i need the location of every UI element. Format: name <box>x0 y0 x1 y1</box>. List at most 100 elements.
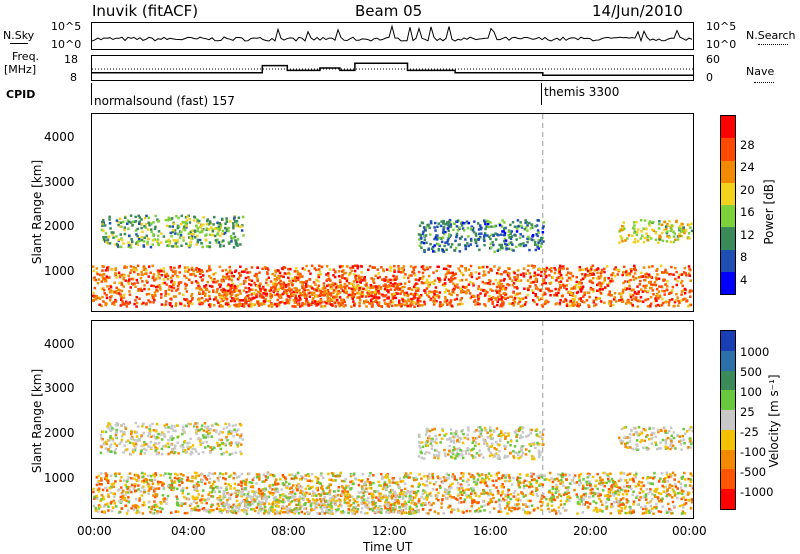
power-echo-pixel <box>482 270 486 273</box>
velocity-echo-pixel <box>634 476 638 479</box>
velocity-echo-pixel <box>424 491 427 494</box>
velocity-echo-pixel <box>527 505 530 508</box>
velocity-echo-pixel <box>393 504 397 507</box>
velocity-echo-pixel <box>207 493 210 496</box>
power-echo-pixel <box>690 222 693 225</box>
power-echo-pixel <box>221 269 224 272</box>
power-echo-pixel <box>337 301 340 305</box>
velocity-echo-pixel <box>343 479 346 483</box>
velocity-echo-pixel <box>347 501 351 505</box>
power-echo-pixel <box>443 291 447 294</box>
power-echo-pixel <box>174 269 177 273</box>
velocity-echo-pixel <box>497 477 500 480</box>
velocity-echo-pixel <box>641 512 645 515</box>
power-echo-pixel <box>291 279 295 282</box>
power-echo-pixel <box>462 273 465 277</box>
power-echo-pixel <box>273 289 276 292</box>
velocity-echo-pixel <box>609 488 613 492</box>
power-echo-pixel <box>555 293 558 297</box>
power-echo-pixel <box>398 299 401 302</box>
velocity-echo-pixel <box>684 484 687 487</box>
velocity-echo-pixel <box>133 477 136 480</box>
power-echo-pixel <box>372 286 375 289</box>
power-echo-pixel <box>109 289 113 292</box>
velocity-echo-pixel <box>284 478 287 481</box>
power-echo-pixel <box>429 220 433 223</box>
power-echo-pixel <box>179 281 183 284</box>
power-echo-pixel <box>174 245 178 248</box>
velocity-echo-pixel <box>320 472 323 475</box>
power-echo-pixel <box>438 236 441 240</box>
velocity-echo-pixel <box>428 481 432 485</box>
power-echo-pixel <box>105 293 108 297</box>
velocity-echo-pixel <box>282 498 285 501</box>
power-echo-pixel <box>446 264 450 268</box>
velocity-echo-pixel <box>308 487 311 490</box>
velocity-echo-pixel <box>601 478 604 482</box>
power-echo-pixel <box>596 271 599 275</box>
velocity-echo-pixel <box>479 481 482 484</box>
velocity-echo-pixel <box>429 491 432 495</box>
power-echo-pixel <box>528 248 531 252</box>
power-echo-pixel <box>317 288 321 291</box>
power-echo-pixel <box>266 283 270 287</box>
power-echo-pixel <box>655 294 658 298</box>
velocity-echo-pixel <box>495 486 498 489</box>
power-echo-pixel <box>334 301 337 304</box>
velocity-echo-pixel <box>93 495 96 499</box>
power-echo-pixel <box>230 274 234 277</box>
velocity-echo-pixel <box>639 488 643 491</box>
power-echo-pixel <box>418 277 422 280</box>
power-echo-pixel <box>201 302 204 306</box>
power-echo-pixel <box>146 228 150 231</box>
power-echo-pixel <box>115 235 118 238</box>
power-echo-pixel <box>121 300 124 303</box>
velocity-echo-pixel <box>206 508 209 512</box>
power-echo-pixel <box>403 276 406 279</box>
power-echo-pixel <box>385 268 389 271</box>
power-echo-pixel <box>503 221 506 224</box>
velocity-echo-pixel <box>133 473 137 477</box>
velocity-echo-pixel <box>104 503 107 507</box>
power-echo-pixel <box>303 302 306 306</box>
power-echo-pixel <box>221 305 224 308</box>
power-echo-pixel <box>195 224 198 228</box>
velocity-echo-pixel <box>387 501 390 504</box>
power-echo-pixel <box>449 245 453 249</box>
power-echo-pixel <box>397 270 400 273</box>
power-echo-pixel <box>226 284 229 288</box>
velocity-echo-pixel <box>629 508 633 511</box>
velocity-echo-pixel <box>651 497 654 501</box>
power-echo-pixel <box>555 279 558 282</box>
velocity-echo-pixel <box>456 507 460 511</box>
velocity-echo-pixel <box>115 505 118 508</box>
power-echo-pixel <box>340 303 343 306</box>
velocity-echo-pixel <box>416 508 419 512</box>
velocity-echo-pixel <box>535 479 539 483</box>
power-echo-pixel <box>328 302 331 306</box>
velocity-echo-pixel <box>369 483 373 486</box>
power-echo-pixel <box>119 245 123 249</box>
power-echo-pixel <box>162 278 166 281</box>
power-echo-pixel <box>472 230 476 234</box>
power-echo-pixel <box>507 247 511 251</box>
power-echo-pixel <box>261 294 264 297</box>
power-echo-pixel <box>491 300 494 304</box>
velocity-echo-pixel <box>525 484 529 487</box>
velocity-echo-pixel <box>482 500 485 503</box>
power-echo-pixel <box>644 286 647 290</box>
power-echo-pixel <box>345 277 349 280</box>
power-echo-pixel <box>470 275 474 279</box>
velocity-echo-pixel <box>564 491 567 494</box>
velocity-echo-pixel <box>204 476 208 480</box>
velocity-echo-pixel <box>169 473 172 476</box>
power-echo-pixel <box>201 292 205 295</box>
power-echo-pixel <box>312 281 316 284</box>
power-echo-pixel <box>363 277 366 281</box>
power-echo-pixel <box>446 303 449 306</box>
power-echo-pixel <box>294 279 298 283</box>
velocity-echo-pixel <box>671 471 675 475</box>
power-echo-pixel <box>237 225 241 228</box>
power-echo-pixel <box>214 272 217 275</box>
velocity-echo-pixel <box>332 472 335 475</box>
